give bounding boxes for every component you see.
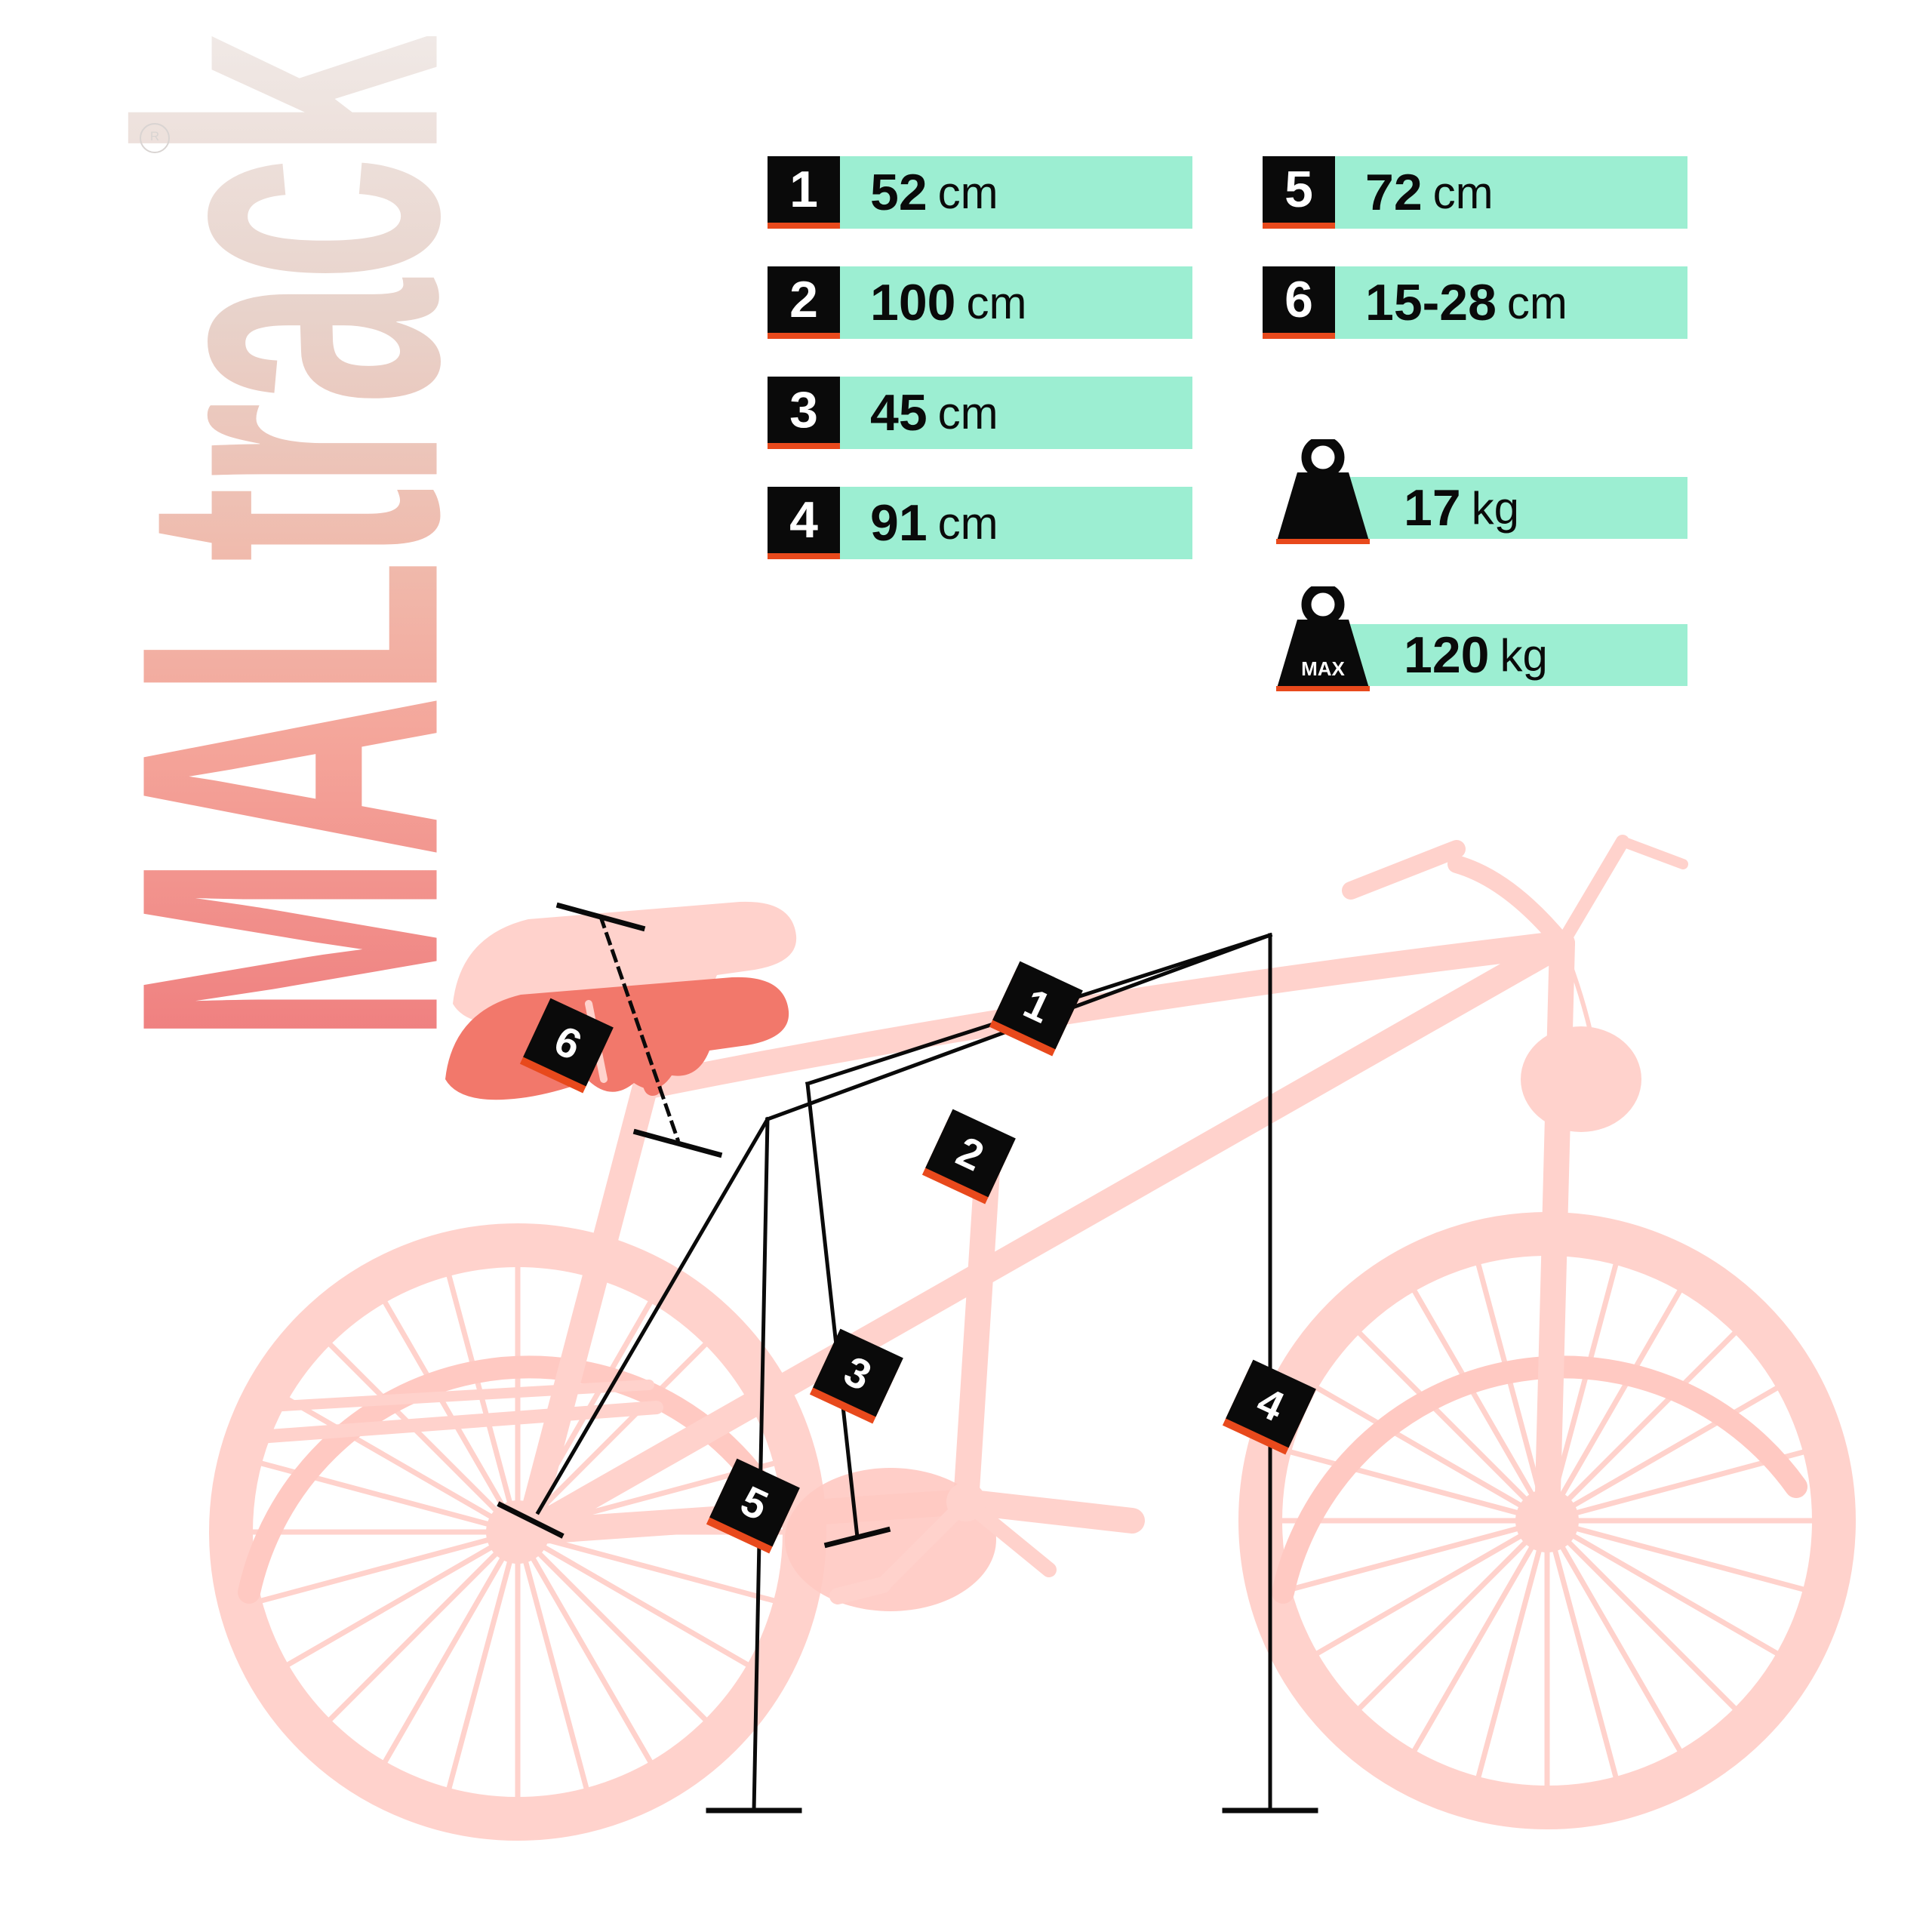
svg-text:MAX: MAX — [1301, 657, 1345, 680]
